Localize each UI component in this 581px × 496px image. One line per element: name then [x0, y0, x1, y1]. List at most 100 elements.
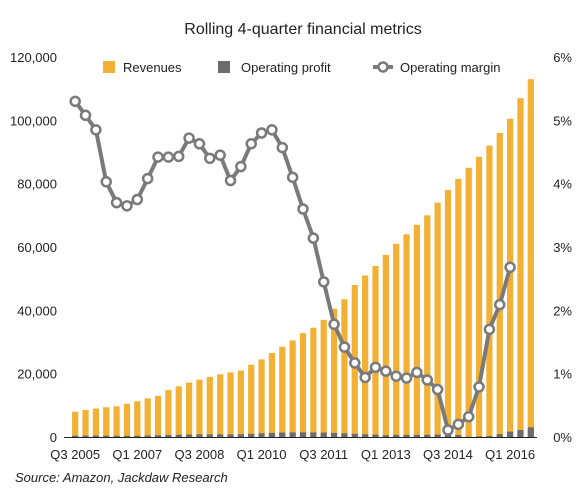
left-tick-label: 0: [50, 430, 57, 445]
operating-margin-point: [411, 366, 423, 379]
operating-margin-point: [224, 174, 237, 187]
operating-profit-bar: [113, 435, 120, 437]
revenue-bar: [299, 333, 307, 437]
revenue-bar: [455, 178, 462, 437]
operating-profit-bar: [455, 434, 462, 437]
operating-profit-bar: [424, 434, 431, 437]
revenue-bar: [248, 364, 255, 437]
x-tick-label: Q1 2010: [237, 447, 287, 462]
legend-swatch-operating-profit: [218, 61, 230, 73]
operating-profit-bar: [486, 436, 493, 437]
revenue-bar: [444, 190, 452, 437]
operating-margin-point: [131, 193, 144, 206]
x-tick-label: Q3 2014: [423, 447, 473, 462]
right-tick-label: 6%: [553, 50, 572, 65]
x-tick-label: Q1 2007: [112, 447, 162, 462]
operating-margin-point: [276, 141, 289, 154]
operating-profit-bar: [372, 434, 379, 437]
right-tick-label: 5%: [553, 113, 572, 128]
right-axis-ticks: 0% 1% 2% 3% 4% 5% 6%: [553, 50, 572, 445]
operating-profit-bar: [330, 432, 338, 437]
revenue-bar: [393, 243, 400, 437]
operating-profit-bar: [393, 434, 400, 437]
operating-margin-point: [494, 298, 506, 311]
revenue-bar: [144, 398, 151, 437]
legend-label-operating-margin: Operating margin: [400, 60, 500, 75]
operating-profit-bar: [82, 435, 89, 437]
operating-profit-bar: [507, 431, 514, 437]
revenue-bar: [113, 406, 120, 437]
operating-profit-bar: [320, 432, 327, 437]
operating-margin-point: [328, 318, 340, 331]
operating-margin-point: [338, 341, 351, 353]
operating-margin-point: [390, 370, 402, 382]
left-tick-label: 60,000: [17, 240, 57, 255]
operating-profit-bar: [72, 435, 79, 437]
operating-profit-bar: [268, 432, 276, 437]
operating-profit-bar: [134, 435, 141, 437]
operating-margin-line: [69, 95, 516, 436]
operating-margin-point: [380, 365, 392, 377]
x-axis-ticks: Q3 2005 Q1 2007 Q3 2008 Q1 2010 Q3 2011 Q1 20…: [50, 447, 535, 462]
operating-margin-point: [286, 171, 299, 184]
revenue-bars: [72, 79, 534, 438]
revenue-bar: [496, 133, 503, 437]
operating-margin-point: [421, 374, 434, 386]
revenue-bar: [154, 395, 162, 437]
operating-profit-bar: [144, 435, 151, 437]
operating-margin-point: [369, 361, 382, 374]
operating-margin-point: [172, 150, 185, 163]
x-tick-label: Q1 2016: [485, 447, 535, 462]
revenue-bar: [92, 408, 99, 437]
operating-margin-point: [214, 149, 226, 161]
revenue-bar: [362, 275, 369, 437]
operating-profit-bar: [175, 434, 182, 437]
operating-margin-point: [452, 418, 465, 431]
revenue-bar: [320, 319, 327, 437]
revenue-bar: [486, 145, 493, 437]
legend-marker-operating-margin: [377, 61, 389, 73]
revenue-bar: [382, 254, 389, 437]
operating-profit-bar: [123, 435, 131, 437]
revenue-bar: [268, 353, 276, 437]
revenue-bar: [103, 407, 110, 437]
operating-margin-point: [504, 261, 516, 274]
operating-profit-bar: [196, 434, 203, 437]
operating-profit-bar: [475, 436, 483, 437]
revenue-bar: [72, 411, 79, 437]
operating-profit-bar: [185, 434, 193, 437]
operating-profit-bar: [465, 436, 472, 438]
operating-margin-point: [317, 276, 330, 288]
operating-margin-point: [193, 138, 206, 150]
operating-profit-bar: [527, 427, 534, 437]
revenue-bar: [279, 346, 286, 437]
revenue-bar: [507, 118, 514, 437]
revenue-bar: [82, 410, 89, 437]
operating-margin-point: [110, 196, 123, 209]
revenue-bar: [134, 401, 141, 437]
right-tick-label: 2%: [553, 303, 572, 318]
operating-profit-bar: [154, 435, 162, 437]
operating-margin-point: [121, 200, 133, 212]
left-tick-label: 120,000: [10, 50, 57, 65]
source-note: Source: Amazon, Jackdaw Research: [15, 470, 228, 485]
x-tick-label: Q3 2008: [175, 447, 225, 462]
operating-profit-bar: [92, 435, 99, 437]
operating-profit-bar: [258, 433, 265, 437]
operating-profit-bar: [382, 435, 389, 437]
operating-profit-bar: [279, 432, 286, 437]
right-tick-label: 0%: [553, 430, 572, 445]
operating-profit-bar: [299, 432, 307, 437]
operating-margin-point: [235, 160, 247, 173]
revenue-bar: [434, 202, 441, 437]
revenue-bar: [217, 374, 224, 437]
operating-margin-point: [100, 176, 112, 188]
x-tick-label: Q3 2005: [50, 447, 100, 462]
operating-profit-bar: [403, 434, 410, 437]
operating-margin-point: [245, 138, 257, 150]
legend-swatch-revenues: [103, 61, 115, 73]
operating-margin-point: [483, 323, 496, 336]
operating-margin-point: [349, 357, 361, 369]
operating-profit-bar: [217, 434, 224, 437]
